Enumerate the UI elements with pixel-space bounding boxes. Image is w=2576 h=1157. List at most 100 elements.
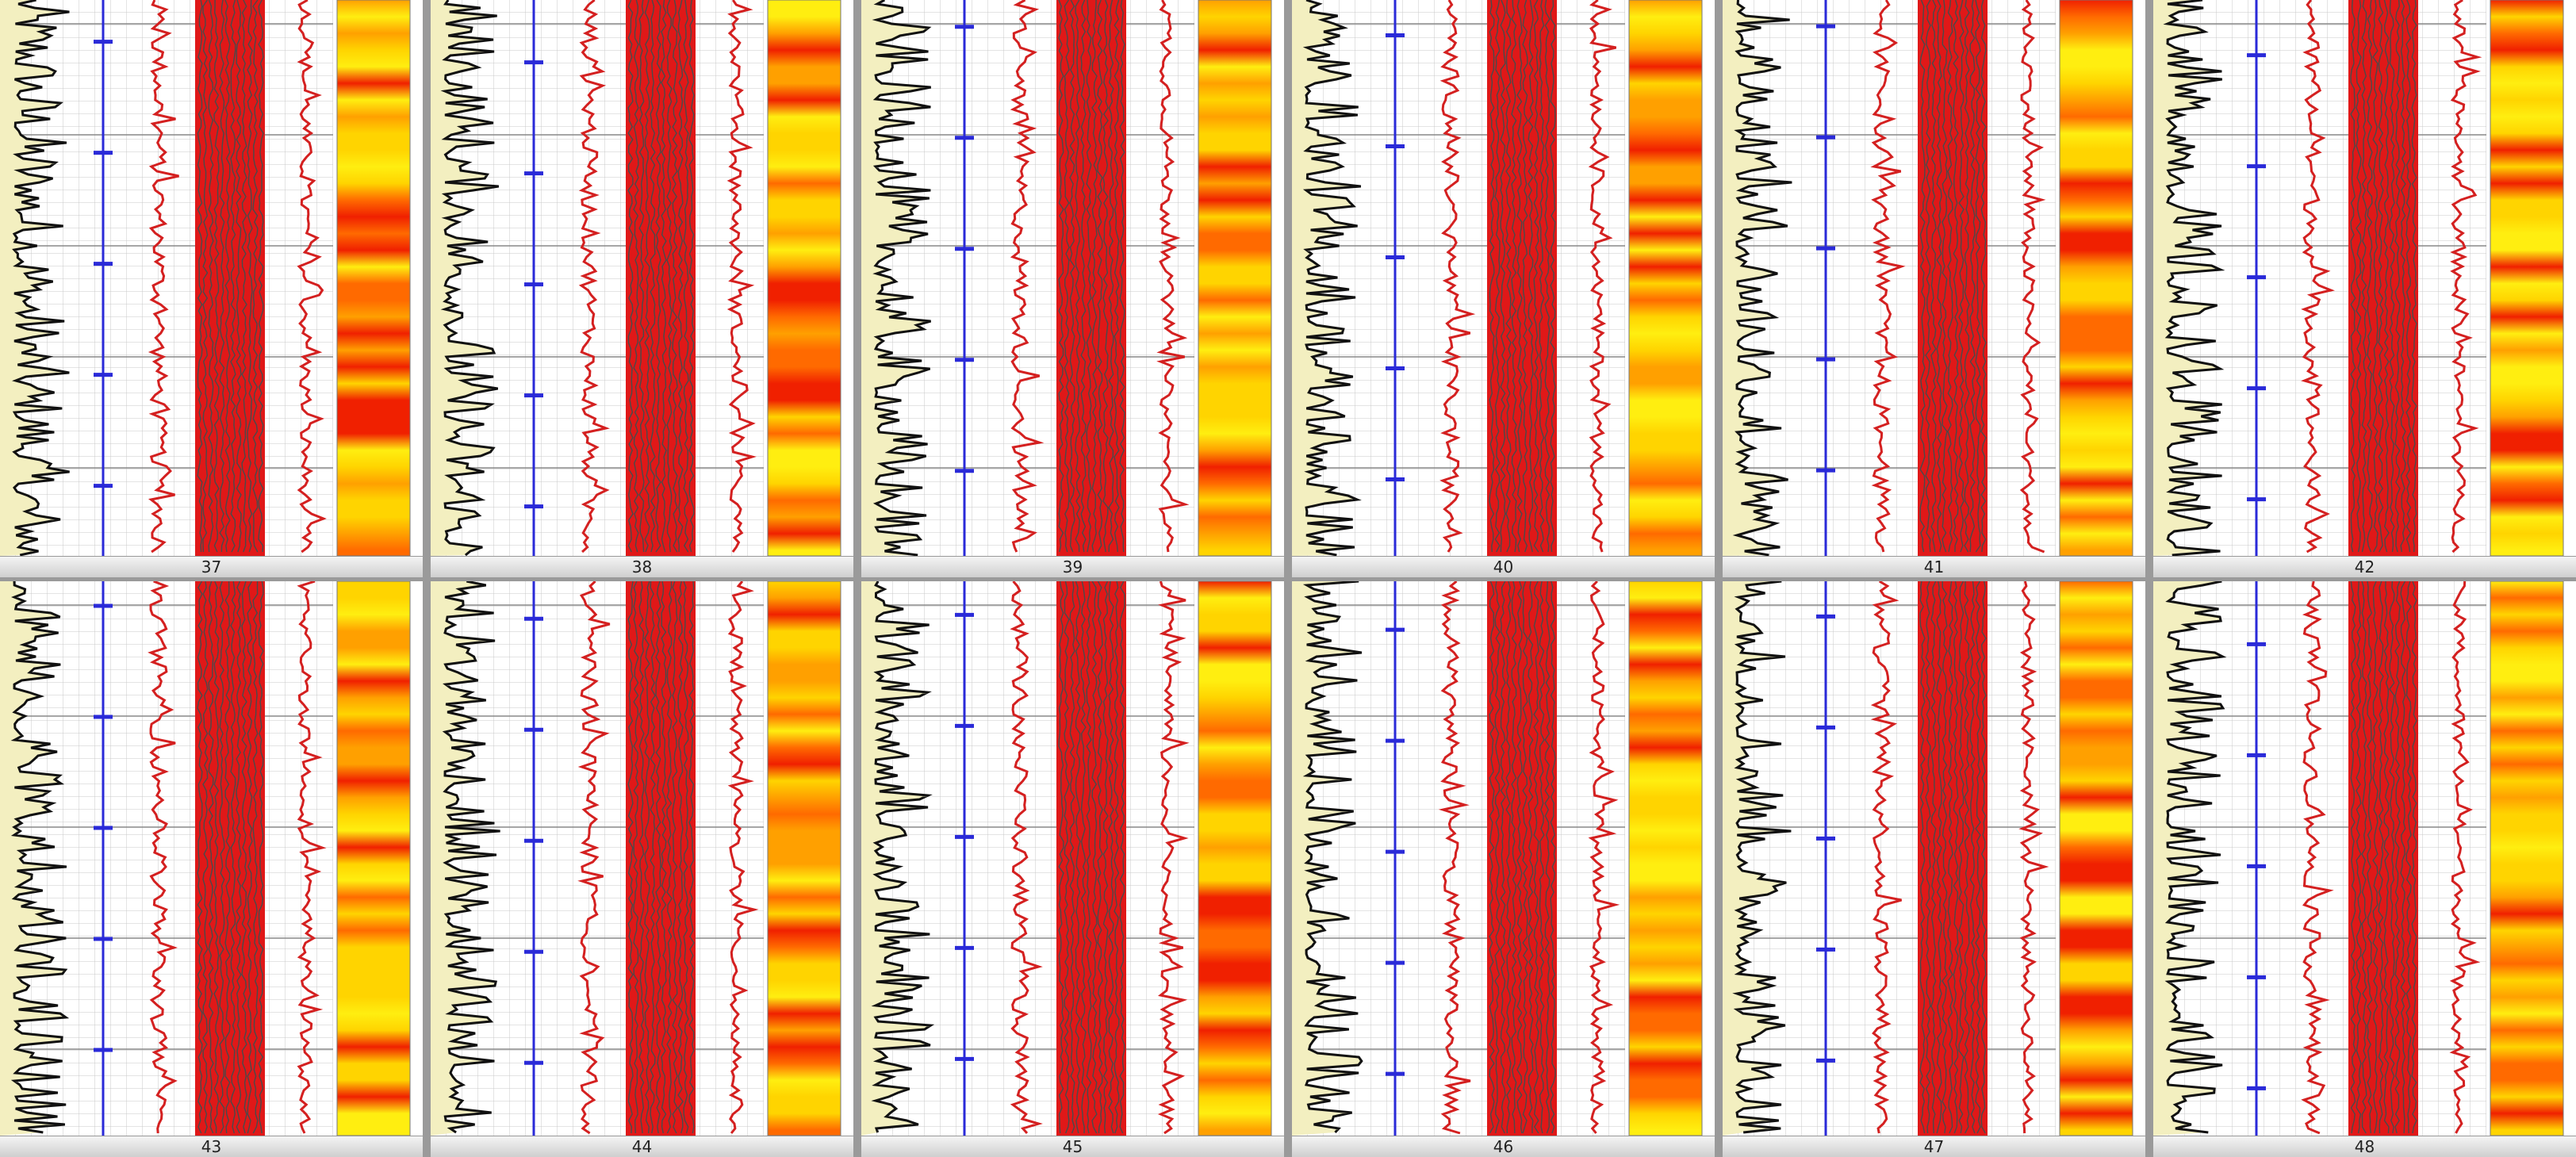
wave-trace xyxy=(1064,0,1070,553)
wave-trace xyxy=(633,581,639,1134)
wave-trace xyxy=(1539,581,1545,1134)
wave-trace xyxy=(650,0,656,553)
wave-trace xyxy=(1964,0,1970,553)
log-tracks xyxy=(1723,0,2133,556)
wave-trace xyxy=(1489,0,1495,553)
log-panel: 41 xyxy=(1723,0,2145,577)
wave-trace xyxy=(1925,581,1931,1134)
wave-trace xyxy=(650,581,656,1134)
wave-trace xyxy=(1925,0,1931,553)
wave-trace xyxy=(197,581,203,1134)
heat-strip xyxy=(2059,581,2133,1136)
red-curve xyxy=(1157,581,1190,1135)
wave-trace xyxy=(224,581,231,1134)
wave-trace xyxy=(252,581,259,1134)
wave-trace xyxy=(1114,0,1120,553)
heat-strip xyxy=(1628,0,1703,556)
wave-trace xyxy=(1108,581,1114,1134)
log-panel: 42 xyxy=(2153,0,2576,577)
wave-trace xyxy=(2400,0,2406,553)
wave-band xyxy=(626,0,696,556)
heat-strip xyxy=(767,0,841,556)
wave-trace xyxy=(683,581,689,1134)
gamma-curve xyxy=(440,0,500,556)
wave-trace xyxy=(2361,0,2367,553)
red-curve xyxy=(2018,581,2049,1134)
panel-label: 39 xyxy=(861,556,1284,577)
log-tracks xyxy=(2153,581,2564,1136)
wave-trace xyxy=(1091,0,1098,553)
wave-trace xyxy=(1080,581,1087,1134)
wave-trace xyxy=(1958,0,1965,553)
wave-trace xyxy=(1533,581,1539,1134)
wave-trace xyxy=(1550,0,1556,553)
red-curve xyxy=(2019,0,2046,554)
wave-trace xyxy=(1494,0,1501,553)
wave-trace xyxy=(644,581,650,1134)
wave-trace xyxy=(1119,581,1125,1134)
wave-band xyxy=(1487,581,1557,1136)
wave-trace xyxy=(213,0,220,553)
log-panel: 45 xyxy=(861,581,1284,1157)
wave-trace xyxy=(258,0,264,553)
wave-trace xyxy=(1511,581,1517,1134)
wave-trace xyxy=(1953,0,1959,553)
wave-trace xyxy=(1544,0,1551,553)
wave-trace xyxy=(1919,0,1926,553)
wave-trace xyxy=(1980,0,1987,553)
wave-trace xyxy=(1102,0,1109,553)
log-panel: 39 xyxy=(861,0,1284,577)
wave-trace xyxy=(1947,0,1953,553)
panel-label: 47 xyxy=(1723,1136,2145,1157)
wave-trace xyxy=(2367,0,2373,553)
wave-trace xyxy=(2350,0,2356,553)
gamma-curve xyxy=(2164,581,2227,1134)
heat-strip xyxy=(1198,581,1272,1136)
panel-label: 41 xyxy=(1723,556,2145,577)
heat-strip xyxy=(2059,0,2133,556)
grid-area xyxy=(1723,581,2056,1136)
wave-trace xyxy=(655,0,661,553)
red-curve xyxy=(1156,0,1190,553)
wave-trace xyxy=(1102,581,1109,1134)
wave-trace xyxy=(1500,581,1506,1134)
wave-trace xyxy=(1058,0,1064,553)
wave-trace xyxy=(2411,0,2417,553)
log-tracks xyxy=(1292,0,1703,556)
wave-trace xyxy=(1069,581,1075,1134)
wave-trace xyxy=(236,0,242,553)
wave-trace xyxy=(2405,581,2412,1134)
heat-strip xyxy=(1198,0,1272,556)
panel-label: 38 xyxy=(431,556,853,577)
wave-trace xyxy=(1958,581,1965,1134)
wave-trace xyxy=(2400,581,2406,1134)
log-tracks xyxy=(861,581,1272,1136)
wave-trace xyxy=(1936,581,1942,1134)
curve-fill xyxy=(1723,581,1792,1136)
grid-area xyxy=(2153,0,2486,556)
wave-trace xyxy=(1086,581,1092,1134)
panel-label: 42 xyxy=(2153,556,2576,577)
wave-trace xyxy=(644,0,650,553)
curve-fill xyxy=(2153,0,2222,556)
wave-trace xyxy=(2356,0,2362,553)
heat-strip xyxy=(2490,581,2564,1136)
wave-trace xyxy=(627,0,634,553)
wave-trace xyxy=(1942,581,1948,1134)
wave-trace xyxy=(2350,581,2356,1134)
panel-label: 44 xyxy=(431,1136,853,1157)
log-tracks xyxy=(431,581,841,1136)
panel-label: 45 xyxy=(861,1136,1284,1157)
gamma-curve xyxy=(10,581,70,1134)
gamma-curve xyxy=(442,581,500,1134)
log-tracks xyxy=(2153,0,2564,556)
log-tracks xyxy=(0,581,411,1136)
wave-trace xyxy=(677,0,684,553)
panel-label: 40 xyxy=(1292,556,1715,577)
wave-trace xyxy=(219,581,225,1134)
wave-trace xyxy=(2383,0,2390,553)
log-tracks xyxy=(431,0,841,556)
wave-trace xyxy=(1505,581,1512,1134)
panel-label: 43 xyxy=(0,1136,423,1157)
